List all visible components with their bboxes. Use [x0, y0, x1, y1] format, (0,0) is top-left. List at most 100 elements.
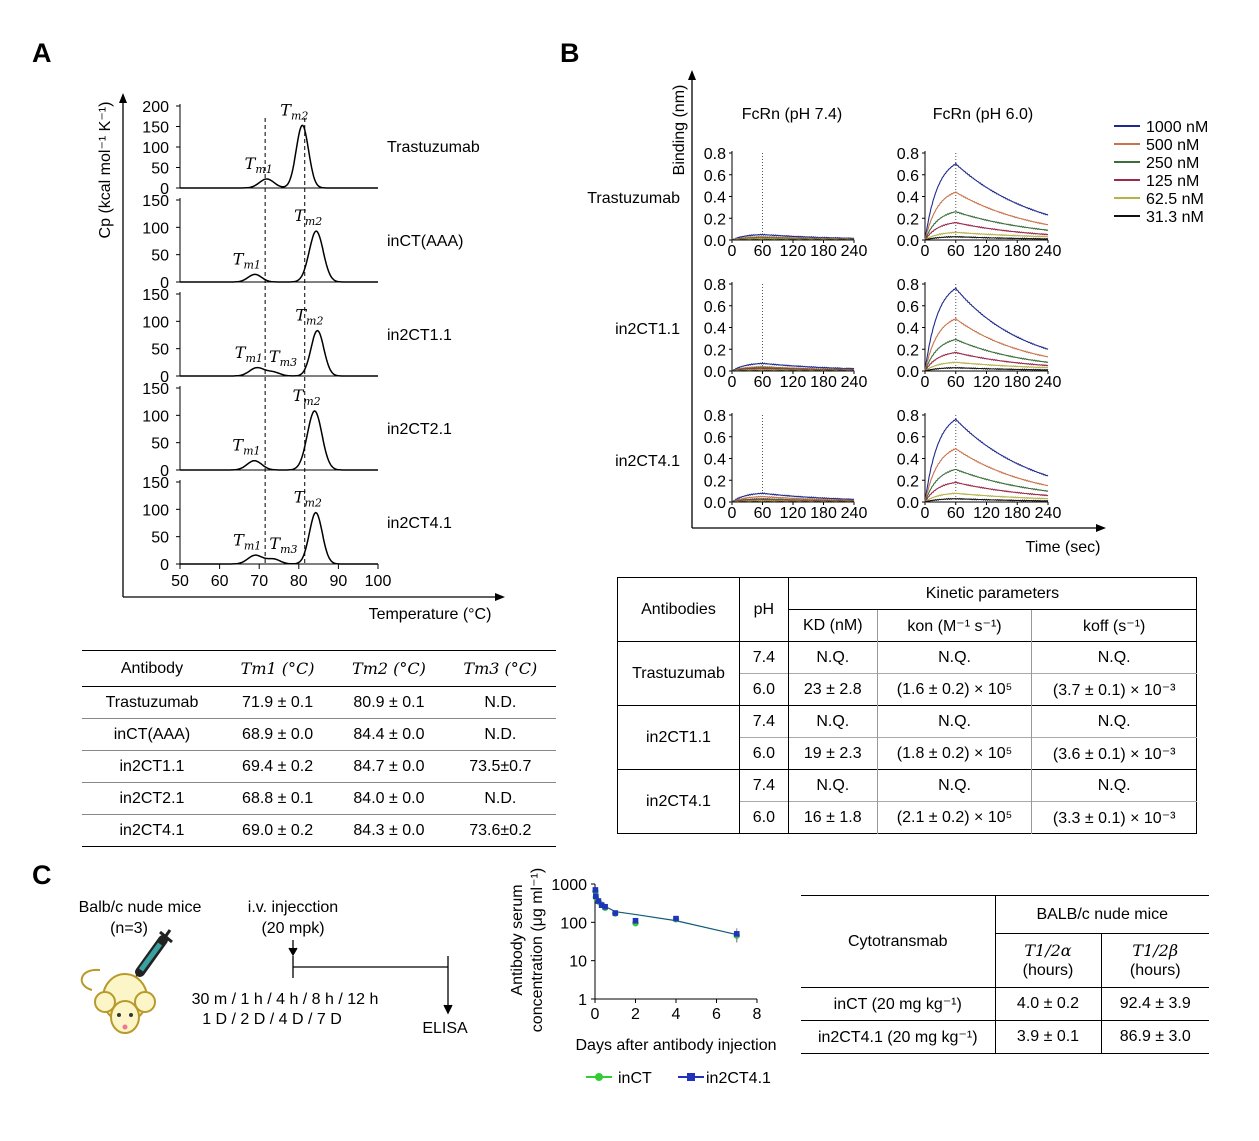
x-axis-arrow	[495, 593, 505, 601]
x-tick-label: 8	[753, 1006, 762, 1023]
y-axis-label: Antibody serum	[509, 884, 526, 995]
table-cell: N.Q.	[1097, 776, 1131, 794]
y-tick-label: 0.0	[704, 233, 726, 250]
table-cell: N.Q.	[1097, 712, 1131, 730]
table-cell: (3.6 ± 0.1) × 10⁻³	[1052, 745, 1176, 763]
table-cell: N.Q.	[788, 705, 878, 738]
table-cell: N.D.	[484, 693, 517, 711]
legend-label: inCT	[618, 1070, 652, 1087]
kinetics-header-koff: koff (s⁻¹)	[1082, 617, 1146, 635]
y-tick-label: 0.2	[704, 342, 726, 359]
x-tick-label: 120	[973, 505, 1000, 522]
y-tick-label: 0.4	[897, 321, 919, 338]
mouse-icon	[80, 968, 156, 1034]
table-row: in2CT1.1 7.4 N.Q. N.Q. N.Q.	[617, 705, 1197, 770]
binding-curve	[924, 361, 1049, 372]
table-row: inCT (20 mg kg⁻¹) 4.0 ± 0.2 92.4 ± 3.9	[801, 987, 1209, 1021]
x-tick-label: 0	[728, 243, 737, 260]
table-cell: (3.3 ± 0.1) × 10⁻³	[1052, 809, 1176, 827]
data-point	[673, 915, 679, 922]
series-label: in2CT1.1	[387, 327, 452, 344]
x-tick-label: 180	[1004, 374, 1031, 391]
table-cell: 68.9 ± 0.0	[242, 725, 314, 743]
x-tick-label: 120	[780, 505, 807, 522]
table-cell: 3.9 ± 0.1	[995, 1020, 1102, 1054]
column-title: FcRn (pH 7.4)	[742, 106, 842, 123]
table-cell: (2.1 ± 0.2) × 10⁵	[877, 801, 1033, 834]
data-point	[592, 887, 599, 893]
binding-curve	[731, 495, 855, 503]
table-cell: 6.0	[739, 801, 789, 834]
scheme-mice-label: Balb/c nude mice	[79, 899, 202, 916]
timeline	[288, 940, 453, 1015]
y-tick-label: 150	[142, 120, 169, 137]
table-cell: N.Q.	[1097, 648, 1131, 666]
table-cell: 7.4	[739, 769, 789, 802]
y-tick-label: 0.2	[897, 473, 919, 490]
x-tick-label: 180	[1004, 243, 1031, 260]
peak-label: Tm2	[295, 306, 323, 328]
scheme-dose-label: (20 mpk)	[261, 920, 324, 937]
x-tick-label: 120	[973, 243, 1000, 260]
column-title: FcRn (pH 6.0)	[933, 106, 1033, 123]
panel-label-a: A	[32, 38, 52, 68]
panel-label-b: B	[560, 38, 580, 68]
y-tick-label: 100	[560, 915, 587, 932]
table-cell: in2CT1.1	[119, 757, 185, 775]
table-cell: inCT (20 mg kg⁻¹)	[801, 987, 996, 1021]
binding-curve	[924, 366, 1049, 372]
dsc-curve	[180, 329, 378, 377]
y-axis-label: concentration (μg ml⁻¹)	[529, 868, 546, 1032]
binding-curve	[924, 417, 1049, 503]
table-cell: 69.0 ± 0.2	[242, 821, 314, 839]
binding-curve	[731, 233, 855, 241]
y-tick-label: 0.4	[897, 452, 919, 469]
table-row: Trastuzumab 7.4 N.Q. N.Q. N.Q.	[617, 641, 1197, 706]
x-tick-label: 2	[631, 1006, 640, 1023]
table-row: in2CT4.1 (20 mg kg⁻¹) 3.9 ± 0.1 86.9 ± 3.0	[801, 1020, 1209, 1054]
y-tick-label: 0	[160, 369, 169, 386]
peak-label: Tm2	[280, 100, 308, 122]
table-cell: 84.4 ± 0.0	[353, 725, 425, 743]
data-point	[733, 931, 740, 937]
kinetics-header-ph: pH	[739, 577, 789, 642]
y-tick-label: 0.4	[704, 190, 726, 207]
data-point	[593, 893, 599, 900]
x-tick-label: 180	[810, 505, 837, 522]
x-tick-label: 180	[810, 374, 837, 391]
x-tick-label: 60	[754, 374, 772, 391]
antibody-cell: in2CT4.1	[617, 769, 740, 834]
table-cell: 6.0	[739, 737, 789, 770]
dsc-curve	[180, 410, 378, 471]
y-tick-label: 0.4	[704, 452, 726, 469]
binding-curve	[924, 468, 1049, 502]
table-row: in2CT4.1 7.4 N.Q. N.Q. N.Q.	[617, 769, 1197, 834]
y-tick-label: 0.0	[704, 364, 726, 381]
pk-panel: C Balb/c nude mice (n=3) i.v. injecction…	[32, 860, 777, 1087]
kinetics-header-kinetic: Kinetic parameters	[788, 577, 1197, 610]
row-label: in2CT1.1	[615, 321, 680, 338]
binding-curve	[924, 221, 1049, 241]
y-tick-label: 0.6	[704, 168, 726, 185]
x-tick-label: 0	[921, 374, 930, 391]
legend-label: 62.5 nM	[1146, 191, 1204, 208]
y-tick-label: 0.8	[704, 408, 726, 425]
kinetics-header-antibodies: Antibodies	[617, 577, 740, 642]
x-tick-label: 240	[1035, 505, 1062, 522]
x-tick-label: 80	[290, 573, 308, 590]
tm-table-header-tm1: Tm1 (°C)	[240, 659, 315, 678]
data-point	[632, 917, 639, 924]
y-tick-label: 0.6	[897, 299, 919, 316]
table-cell: 84.0 ± 0.0	[353, 789, 425, 807]
row-label: Trastuzumab	[587, 190, 680, 207]
table-cell: 80.9 ± 0.1	[353, 693, 425, 711]
y-axis-label: Cp (kcal mol⁻¹ K⁻¹)	[97, 102, 114, 239]
x-tick-label: 90	[330, 573, 348, 590]
pk-header-beta: T1/2β	[1132, 940, 1179, 960]
x-tick-label: 60	[211, 573, 229, 590]
y-tick-label: 0.0	[897, 495, 919, 512]
scheme-times-1: 30 m / 1 h / 4 h / 8 h / 12 h	[192, 991, 379, 1008]
y-tick-label: 10	[569, 954, 587, 971]
series-label: Trastuzumab	[387, 139, 480, 156]
x-tick-label: 70	[250, 573, 268, 590]
